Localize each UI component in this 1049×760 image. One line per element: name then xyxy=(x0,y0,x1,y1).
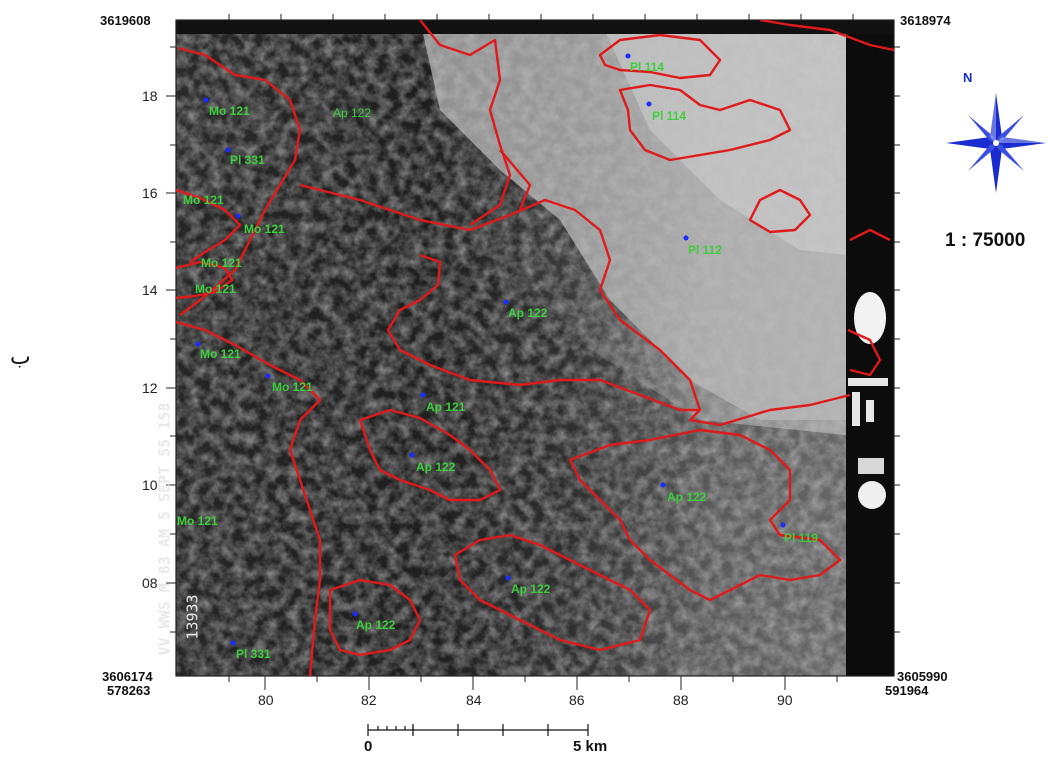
x-tick-label: 82 xyxy=(361,692,377,708)
unit-label: Mo 121 xyxy=(200,347,241,361)
scale-ratio: 1 : 75000 xyxy=(945,230,1026,251)
unit-label: Pl 114 xyxy=(630,60,665,74)
unit-label: Ap 122 xyxy=(416,460,456,474)
unit-label: Mo 121 xyxy=(209,104,250,118)
x-tick-label: 90 xyxy=(777,692,793,708)
scale-end: 5 km xyxy=(573,738,608,755)
unit-label: Mo 121 xyxy=(244,222,285,236)
y-tick-label: 14 xyxy=(142,282,158,298)
unit-label: Ap 121 xyxy=(426,400,466,414)
unit-boundaries xyxy=(176,20,894,676)
unit-label: Pl 331 xyxy=(236,647,271,661)
y-tick-label: 16 xyxy=(142,185,158,201)
unit-label: Ap 122 xyxy=(511,582,551,596)
side-letter: ب xyxy=(10,345,31,370)
unit-label: Pl 119 xyxy=(784,531,819,545)
aerial-photo xyxy=(176,20,894,676)
x-tick-label: 84 xyxy=(466,692,482,708)
compass-icon xyxy=(946,93,1046,193)
unit-label: Pl 114 xyxy=(652,109,687,123)
unit-label: Ap 122 xyxy=(508,306,548,320)
unit-label: Ap 122 xyxy=(356,618,396,632)
corner-top-left: 3619608 xyxy=(100,13,151,28)
corner-bottom-left-x: 578263 xyxy=(107,683,151,698)
film-number: 13933 xyxy=(183,594,202,640)
corner-bottom-right-y: 3605990 xyxy=(897,669,948,684)
x-tick-label: 88 xyxy=(673,692,689,708)
sample-points xyxy=(195,53,786,646)
x-tick-label: 86 xyxy=(569,692,585,708)
scale-start: 0 xyxy=(364,738,373,755)
unit-label: Mo 121 xyxy=(195,282,236,296)
y-tick-label: 10 xyxy=(142,477,158,493)
y-tick-label: 12 xyxy=(142,380,158,396)
unit-label: Pl 331 xyxy=(230,153,265,167)
scale-bar xyxy=(367,724,589,736)
y-tick-label: 08 xyxy=(142,575,158,591)
unit-label: Mo 121 xyxy=(272,380,313,394)
unit-label: Ap 122 xyxy=(333,106,372,120)
unit-label: Mo 121 xyxy=(177,514,218,528)
north-label: N xyxy=(963,70,973,85)
unit-label: Ap 122 xyxy=(667,490,707,504)
corner-top-right: 3618974 xyxy=(900,13,951,28)
unit-label: Mo 121 xyxy=(201,256,242,270)
unit-label: Pl 112 xyxy=(688,243,723,257)
y-tick-label: 18 xyxy=(142,88,158,104)
film-annotation: VV WWS M 83 AM 5 SEPT 55 158 xyxy=(155,402,174,656)
unit-label: Mo 121 xyxy=(183,193,224,207)
x-tick-label: 80 xyxy=(258,692,274,708)
corner-bottom-left-y: 3606174 xyxy=(102,669,153,684)
corner-bottom-right-x: 591964 xyxy=(885,683,929,698)
